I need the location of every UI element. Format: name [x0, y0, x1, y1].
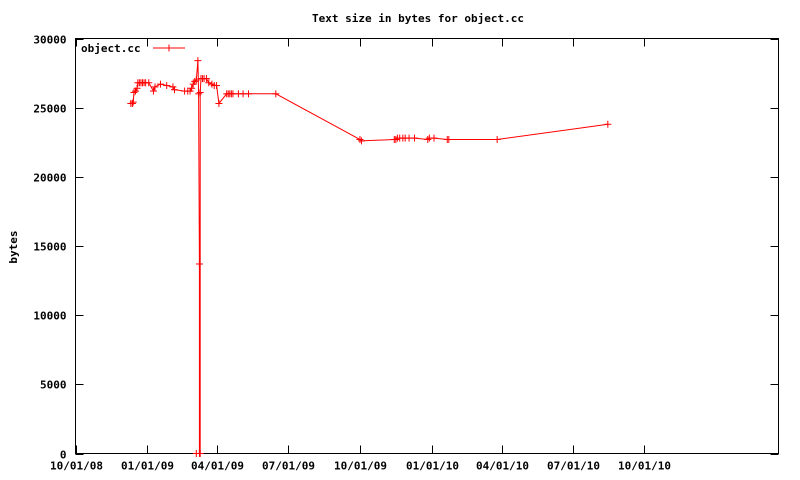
x-tick-label: 01/01/09 [121, 460, 174, 473]
data-point [192, 76, 200, 84]
data-point [128, 100, 136, 108]
chart-title: Text size in bytes for object.cc [312, 12, 524, 25]
y-tick-label: 10000 [33, 310, 66, 323]
data-point [356, 135, 364, 143]
data-point [424, 135, 432, 143]
y-tick-label: 15000 [33, 241, 66, 254]
x-tick-label: 07/01/10 [547, 460, 600, 473]
data-point [493, 135, 501, 143]
data-point [191, 77, 199, 85]
data-point [195, 260, 203, 268]
x-tick-label: 10/01/08 [50, 460, 103, 473]
plot-frame [75, 38, 779, 454]
y-tick-label: 20000 [33, 172, 66, 185]
series-line [130, 60, 608, 454]
y-tick-label: 0 [60, 449, 67, 462]
legend-marker-glyph [165, 44, 173, 52]
data-point [205, 79, 213, 87]
data-point [133, 84, 141, 92]
data-point [194, 57, 202, 65]
x-tick-label: 04/01/09 [191, 460, 244, 473]
data-point [170, 86, 178, 94]
data-point [156, 80, 164, 88]
data-point [188, 84, 196, 92]
legend-label: object.cc [81, 42, 141, 55]
data-point [195, 90, 203, 98]
data-point [245, 90, 253, 98]
data-point [145, 79, 153, 87]
data-point [151, 83, 159, 91]
data-point [130, 88, 138, 96]
x-tick-label: 10/01/10 [618, 460, 671, 473]
legend: object.cc [81, 42, 185, 55]
data-point [149, 87, 157, 95]
series-layer [127, 57, 612, 457]
y-tick-label: 5000 [40, 379, 67, 392]
x-tick-label: 10/01/09 [334, 460, 387, 473]
x-tick-label: 04/01/10 [476, 460, 529, 473]
data-point [272, 90, 280, 98]
data-point [215, 100, 223, 108]
data-point [202, 75, 210, 83]
data-point [430, 134, 438, 142]
data-point [358, 137, 366, 145]
x-tick-label: 01/01/10 [406, 460, 459, 473]
x-tick-label: 07/01/09 [262, 460, 315, 473]
y-tick-label: 25000 [33, 103, 66, 116]
data-point [392, 135, 400, 143]
y-axis-label: bytes [7, 230, 20, 263]
data-point [445, 135, 453, 143]
data-point [129, 98, 137, 106]
axis-ticks: 0 5000 10000 15000 20000 25000 30000 10/01/08 01… [33, 34, 779, 473]
data-point [604, 120, 612, 128]
data-point [196, 450, 204, 457]
data-point [213, 82, 221, 90]
data-point [411, 134, 419, 142]
data-point [196, 88, 204, 96]
legend-marker [165, 44, 173, 52]
y-tick-label: 30000 [33, 34, 66, 47]
data-point [163, 82, 171, 90]
